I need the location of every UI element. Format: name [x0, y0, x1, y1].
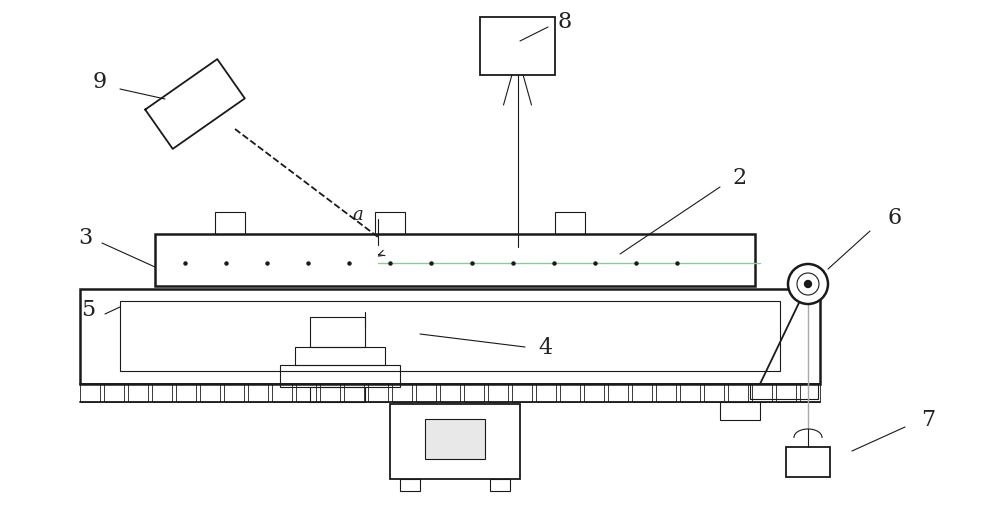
- Bar: [425, 419, 485, 459]
- Bar: [368, 384, 388, 402]
- Bar: [224, 384, 244, 402]
- Bar: [488, 384, 508, 402]
- Text: 5: 5: [81, 298, 95, 320]
- Bar: [608, 384, 628, 402]
- Bar: [128, 384, 148, 402]
- Text: 2: 2: [733, 167, 747, 189]
- Text: a: a: [353, 206, 363, 224]
- Bar: [632, 384, 652, 402]
- Bar: [752, 384, 772, 402]
- Bar: [120, 301, 780, 371]
- Text: 8: 8: [558, 11, 572, 33]
- Bar: [720, 402, 760, 420]
- Bar: [320, 384, 340, 402]
- Bar: [392, 384, 412, 402]
- Bar: [296, 384, 316, 402]
- Bar: [280, 365, 400, 387]
- Bar: [400, 479, 420, 491]
- Bar: [200, 384, 220, 402]
- Text: 3: 3: [78, 227, 92, 248]
- Bar: [750, 384, 818, 399]
- Bar: [464, 384, 484, 402]
- Bar: [176, 384, 196, 402]
- Bar: [272, 384, 292, 402]
- Bar: [536, 384, 556, 402]
- Bar: [310, 317, 365, 347]
- Bar: [248, 384, 268, 402]
- Bar: [215, 213, 245, 234]
- Bar: [416, 384, 436, 402]
- Bar: [656, 384, 676, 402]
- Bar: [80, 289, 820, 384]
- Bar: [344, 384, 364, 402]
- Bar: [555, 213, 585, 234]
- Bar: [104, 384, 124, 402]
- Bar: [680, 384, 700, 402]
- Bar: [440, 384, 460, 402]
- Bar: [375, 213, 405, 234]
- Bar: [295, 347, 385, 365]
- Bar: [728, 384, 748, 402]
- Bar: [80, 384, 100, 402]
- Bar: [155, 234, 755, 286]
- Text: 4: 4: [538, 336, 552, 358]
- Circle shape: [788, 265, 828, 305]
- Bar: [786, 447, 830, 477]
- Bar: [390, 404, 520, 479]
- Bar: [490, 479, 510, 491]
- Bar: [480, 18, 555, 76]
- Bar: [776, 384, 796, 402]
- Bar: [800, 384, 820, 402]
- Text: 7: 7: [921, 408, 935, 430]
- Bar: [152, 384, 172, 402]
- Bar: [310, 387, 365, 402]
- Bar: [704, 384, 724, 402]
- Circle shape: [804, 281, 812, 288]
- Bar: [560, 384, 580, 402]
- Bar: [584, 384, 604, 402]
- Bar: [512, 384, 532, 402]
- Text: 6: 6: [888, 207, 902, 229]
- Text: 9: 9: [93, 71, 107, 93]
